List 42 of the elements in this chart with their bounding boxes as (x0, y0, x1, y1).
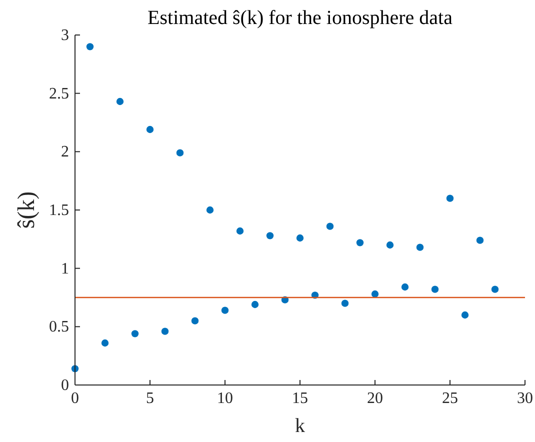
point (431, 286, 439, 293)
point (476, 236, 484, 244)
point (356, 239, 364, 246)
y-tick-label: 2.5 (49, 85, 69, 102)
point (176, 149, 184, 156)
point (206, 206, 214, 214)
x-tick-label: 20 (367, 390, 383, 407)
y-tick-label: 3 (61, 27, 69, 44)
y-tick-label: 0 (61, 377, 69, 394)
point (101, 339, 109, 347)
x-tick-label: 10 (217, 390, 233, 407)
point (326, 222, 334, 230)
point (461, 311, 469, 319)
y-axis-title: ŝ(k) (14, 191, 40, 229)
y-tick-label: 1.5 (49, 202, 69, 219)
chart-title: Estimated ŝ(k) for the ionosphere data (148, 7, 453, 29)
point (341, 300, 349, 307)
point (491, 286, 499, 293)
point (221, 306, 229, 314)
point (146, 126, 154, 134)
x-axis-title: k (295, 415, 305, 437)
point (296, 234, 304, 242)
x-tick-label: 5 (146, 390, 154, 407)
point (386, 241, 394, 249)
y-tick-label: 0.5 (49, 318, 69, 336)
point (86, 43, 94, 50)
point (401, 283, 409, 291)
point (416, 244, 424, 251)
point (266, 232, 274, 240)
y-tick-label: 2 (61, 144, 69, 161)
point (131, 330, 139, 338)
point (116, 98, 124, 106)
x-tick-label: 25 (442, 390, 458, 407)
x-tick-label: 30 (517, 390, 533, 407)
x-tick-label: 15 (292, 390, 308, 407)
point (236, 227, 244, 235)
point (161, 328, 169, 335)
point (191, 317, 199, 324)
y-tick-label: 1 (61, 260, 69, 278)
point (446, 194, 454, 202)
point (371, 290, 379, 298)
point (251, 300, 259, 308)
